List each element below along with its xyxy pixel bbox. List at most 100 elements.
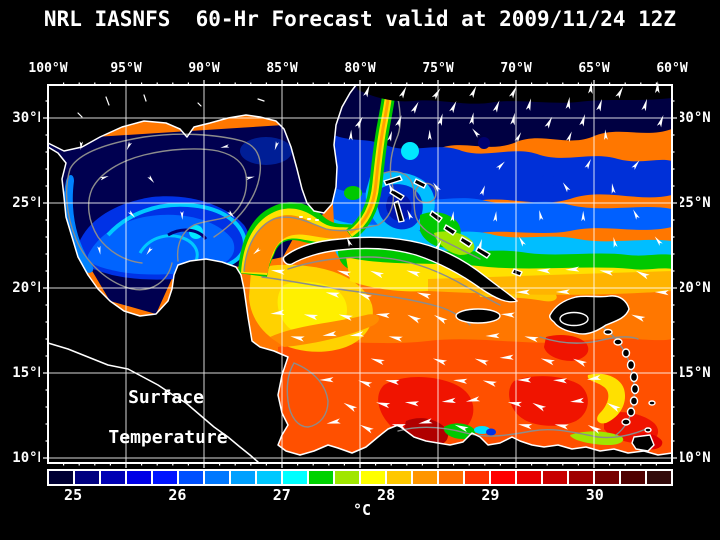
colorbar-tick-label: 27 [272, 486, 291, 504]
current-vector [343, 402, 358, 412]
current-vector [631, 160, 640, 170]
current-vector [553, 378, 568, 384]
current-vector [147, 175, 155, 184]
current-vector [360, 424, 374, 434]
colorbar-segment [257, 471, 281, 484]
current-vector [654, 236, 663, 246]
current-vector [465, 396, 481, 402]
current-vector [433, 182, 441, 193]
current-vector [562, 182, 571, 193]
colorbar-segment [621, 471, 645, 484]
current-vector [358, 380, 373, 388]
current-vector [524, 336, 539, 343]
lat-tick-label: 25°N [677, 195, 711, 211]
islands [282, 175, 656, 452]
current-vector [492, 100, 500, 113]
colorbar-tick-label: 30 [585, 486, 604, 504]
current-vector [357, 292, 372, 301]
coast-pacific [47, 342, 259, 463]
annotation-temperature: Temperature [108, 427, 227, 448]
colorbar [47, 469, 673, 486]
current-vector [146, 246, 153, 255]
current-vector [510, 112, 515, 126]
current-vector [406, 270, 421, 278]
current-vector [385, 379, 400, 386]
current-vector [525, 98, 532, 111]
current-vector [515, 289, 530, 295]
lat-tick-label: 30°N [677, 110, 711, 126]
current-vector [596, 99, 602, 112]
colorbar-segment [179, 471, 203, 484]
coastal-lagoons [77, 94, 265, 118]
current-vector [540, 358, 555, 366]
colorbar-segment [361, 471, 385, 484]
current-vector [326, 418, 341, 424]
current-vector [407, 209, 414, 221]
current-vector [349, 331, 365, 337]
current-vector [97, 245, 101, 255]
colorbar-segment [335, 471, 359, 484]
current-vector [607, 403, 621, 413]
current-vector [354, 116, 363, 129]
current-vector [499, 354, 514, 360]
current-vector [514, 132, 522, 143]
current-vector [603, 129, 608, 141]
colorbar-segment [517, 471, 541, 484]
colorbar-segment [543, 471, 567, 484]
coast-us-florida [47, 84, 357, 214]
current-vector [220, 144, 230, 148]
lon-tick-label: 95°W [110, 61, 142, 76]
colorbar-segment [413, 471, 437, 484]
current-vector [518, 424, 533, 430]
current-vector [654, 290, 669, 296]
colorbar-segment [387, 471, 411, 484]
current-vector [434, 315, 448, 325]
current-vector [581, 210, 586, 222]
current-vector [508, 86, 517, 99]
current-vector [477, 238, 482, 250]
current-vector [427, 129, 432, 141]
colorbar-segment [231, 471, 255, 484]
current-vector [404, 401, 420, 407]
current-vector [500, 312, 515, 318]
current-vector [565, 96, 571, 110]
lat-tick-label: 10°N [677, 450, 711, 466]
current-vector [322, 330, 337, 337]
current-vector [395, 115, 402, 128]
current-vector [437, 113, 443, 126]
current-vector [416, 292, 432, 300]
current-vector [253, 247, 261, 255]
current-vector [180, 211, 184, 220]
lat-tick-label: 15°N [12, 365, 46, 381]
annotation-surface: Surface [128, 387, 204, 408]
current-vector [325, 292, 340, 298]
current-vector [539, 210, 544, 221]
current-vector [584, 159, 591, 170]
lon-tick-label: 80°W [344, 61, 376, 76]
lat-tick-label: 20°N [677, 280, 711, 296]
current-vector [370, 358, 385, 366]
lon-tick-label: 85°W [266, 61, 298, 76]
islands-bahamas [383, 175, 523, 277]
island-cuba [282, 236, 518, 303]
current-vector [337, 270, 352, 277]
map-annotation: Surface Temperature [108, 387, 227, 448]
colorbar-segment [127, 471, 151, 484]
current-vector [532, 402, 547, 412]
current-vector [441, 397, 456, 403]
current-vector [565, 266, 580, 272]
current-vector [348, 129, 353, 141]
lon-tick-label: 100°W [28, 61, 68, 76]
current-vector [579, 114, 586, 127]
current-vector [410, 101, 419, 114]
colorbar-segment [283, 471, 307, 484]
current-vector [570, 397, 585, 403]
current-vector [518, 236, 526, 247]
current-vector [453, 378, 468, 384]
current-vector [496, 161, 505, 171]
current-vector [388, 182, 395, 194]
current-vector [469, 112, 474, 125]
current-vector [450, 211, 455, 222]
current-vector [387, 130, 393, 142]
